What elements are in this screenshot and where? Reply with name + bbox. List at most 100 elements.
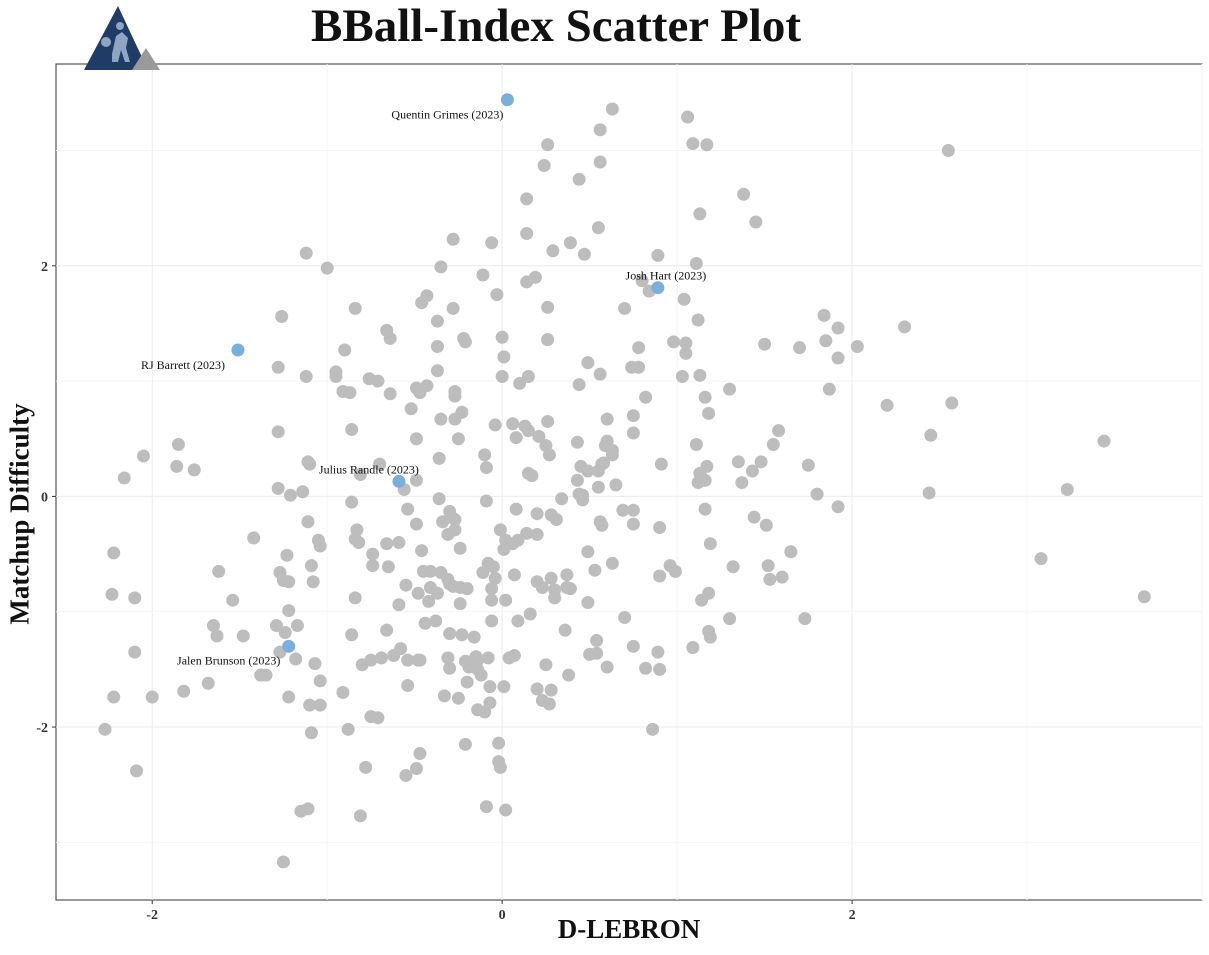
data-point (443, 627, 457, 641)
data-point (290, 619, 304, 633)
data-point (430, 364, 444, 378)
data-point (387, 649, 401, 663)
data-point (206, 619, 220, 633)
data-point (541, 333, 555, 347)
data-point (563, 582, 577, 596)
highlighted-point (282, 639, 296, 653)
data-point (478, 448, 492, 462)
data-point (532, 429, 546, 443)
data-point (117, 471, 131, 485)
data-point (485, 582, 499, 596)
data-point (296, 485, 310, 499)
data-point (511, 614, 525, 628)
data-point (605, 102, 619, 116)
data-point (723, 612, 737, 626)
data-points (98, 102, 1151, 869)
data-point (766, 438, 780, 452)
data-point (817, 308, 831, 322)
data-point (810, 487, 824, 501)
data-point (210, 629, 224, 643)
data-point (371, 374, 385, 388)
data-point (282, 604, 296, 618)
data-point (520, 275, 534, 289)
data-point (521, 424, 535, 438)
data-point (201, 676, 215, 690)
data-point (320, 261, 334, 275)
data-point (353, 468, 367, 482)
data-point (691, 313, 705, 327)
data-point (679, 336, 693, 350)
data-point (411, 586, 425, 600)
data-point (639, 661, 653, 675)
data-point (429, 614, 443, 628)
data-point (441, 651, 455, 665)
data-point (525, 469, 539, 483)
data-point (485, 614, 499, 628)
data-point (458, 335, 472, 349)
data-point (336, 685, 350, 699)
data-point (467, 630, 481, 644)
data-point (432, 451, 446, 465)
data-point (451, 432, 465, 446)
data-point (798, 612, 812, 626)
data-point (693, 207, 707, 221)
data-point (446, 301, 460, 315)
data-point (259, 668, 273, 682)
data-point (399, 768, 413, 782)
data-point (404, 402, 418, 416)
data-point (490, 288, 504, 302)
data-point (542, 448, 556, 462)
data-point (441, 527, 455, 541)
data-point (520, 192, 534, 206)
data-point (371, 711, 385, 725)
data-point (700, 459, 714, 473)
data-point (593, 367, 607, 381)
data-point (492, 736, 506, 750)
data-point (283, 488, 297, 502)
data-point (555, 492, 569, 506)
data-point (413, 747, 427, 761)
chart-title: BBall-Index Scatter Plot (311, 0, 801, 52)
data-point (434, 412, 448, 426)
data-point (278, 625, 292, 639)
data-point (544, 683, 558, 697)
data-point (269, 619, 283, 633)
data-point (577, 247, 591, 261)
data-point (128, 645, 142, 659)
data-point (758, 337, 772, 351)
data-point (513, 376, 527, 390)
data-point (880, 398, 894, 412)
data-point (605, 443, 619, 457)
data-point (345, 423, 359, 437)
data-point (530, 682, 544, 696)
highlighted-points: Quentin Grimes (2023) Josh Hart (2023) RJ … (141, 93, 706, 667)
data-point (282, 690, 296, 704)
point-label: Josh Hart (2023) (626, 269, 707, 283)
data-point (299, 369, 313, 383)
data-point (401, 653, 415, 667)
data-point (338, 343, 352, 357)
data-point (618, 610, 632, 624)
data-point (595, 457, 609, 471)
data-point (653, 662, 667, 676)
data-point (591, 480, 605, 494)
data-point (282, 575, 296, 589)
data-point (359, 760, 373, 774)
data-point (413, 653, 427, 667)
data-point (616, 503, 630, 517)
data-point (299, 246, 313, 260)
data-point (271, 360, 285, 374)
data-point (455, 405, 469, 419)
data-point (535, 581, 549, 595)
data-point (479, 800, 493, 814)
data-point (345, 495, 359, 509)
data-point (581, 545, 595, 559)
data-point (541, 138, 555, 152)
data-point (539, 658, 553, 672)
data-point (772, 424, 786, 438)
data-point (922, 486, 936, 500)
data-point (451, 691, 465, 705)
data-point (754, 455, 768, 469)
data-point (646, 722, 660, 736)
data-point (726, 560, 740, 574)
